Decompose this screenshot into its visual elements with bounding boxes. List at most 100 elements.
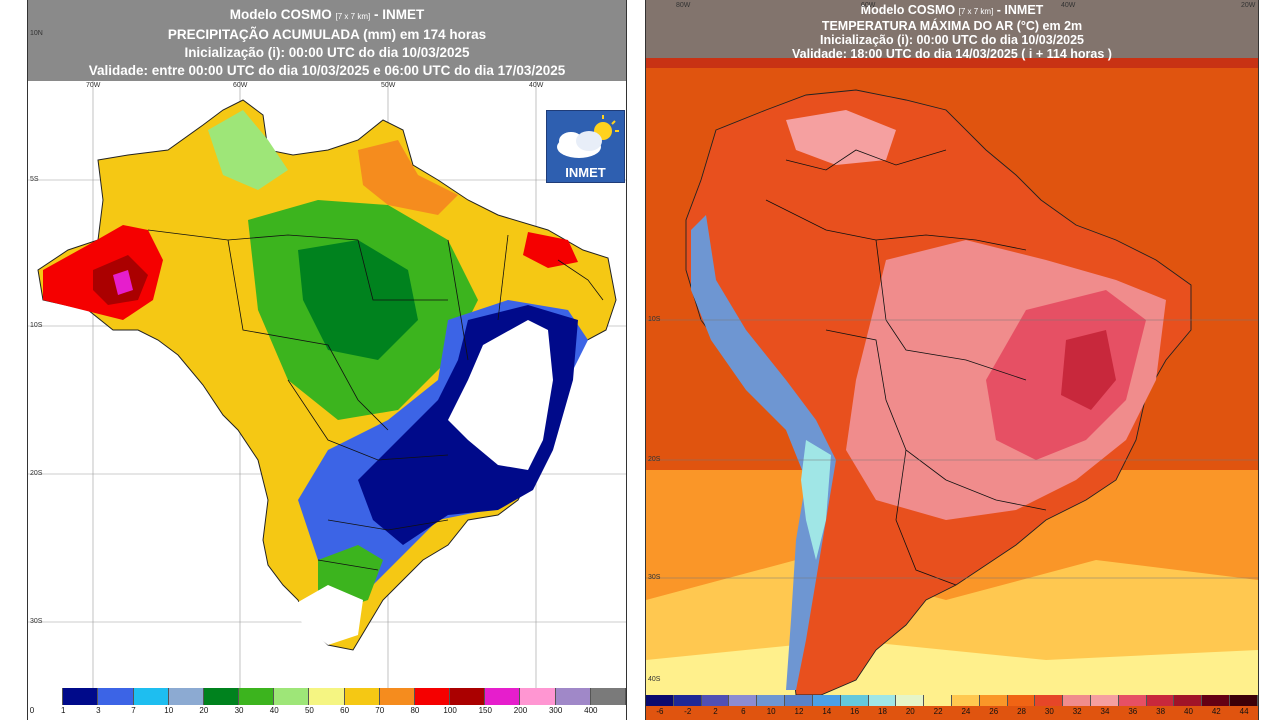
rain-white-east <box>448 320 553 470</box>
legend-label: 400 <box>584 706 598 715</box>
legend-swatch <box>414 688 451 705</box>
model-source: - INMET <box>373 7 425 22</box>
legend-label: 0 <box>29 706 35 715</box>
graticule <box>646 319 1258 579</box>
legend-swatch <box>812 695 841 706</box>
lat-label: 20S <box>30 470 43 477</box>
legend-swatch <box>896 695 925 706</box>
validity-text: Validade: 18:00 UTC do dia 14/03/2025 ( … <box>792 47 1112 61</box>
legend-swatch <box>28 688 64 705</box>
legend-label: 300 <box>548 706 563 715</box>
legend-swatch <box>344 688 380 705</box>
model-resolution: [7 x 7 km] <box>335 12 371 21</box>
legend-swatch <box>168 688 204 705</box>
temperature-legend-bar <box>646 695 1258 706</box>
legend-swatch <box>450 688 486 705</box>
legend-swatch <box>1035 695 1064 706</box>
state-borders <box>147 229 604 571</box>
model-resolution: [7 x 7 km] <box>958 7 994 16</box>
legend-label: 2 <box>713 707 718 716</box>
lon-label: 60W <box>233 82 248 89</box>
legend-swatch <box>239 688 275 705</box>
legend-swatch <box>701 695 730 706</box>
legend-label: 60 <box>340 706 350 715</box>
legend-label: 26 <box>989 707 999 716</box>
rain-white-south <box>293 585 363 645</box>
lon-label: 70W <box>86 82 101 89</box>
lat-label: 20S <box>648 456 661 463</box>
legend-swatch <box>274 688 310 705</box>
legend-swatch <box>203 688 240 705</box>
cloud-sun-icon <box>557 115 619 158</box>
legend-label: 30 <box>1044 707 1054 716</box>
legend-label: 7 <box>131 706 136 715</box>
legend-label: 40 <box>269 706 279 715</box>
legend-swatch <box>555 688 591 705</box>
temperature-map-header: Modelo COSMO [7 x 7 km] - INMET TEMPERAT… <box>646 0 1258 61</box>
legend-label: 24 <box>961 707 971 716</box>
lat-label: 5S <box>30 176 39 183</box>
lon-label: 50W <box>381 82 396 89</box>
legend-label: 22 <box>933 707 943 716</box>
lon-label: 60W <box>861 2 876 9</box>
rain-lightgreen-north <box>208 110 288 190</box>
legend-swatch <box>951 695 980 706</box>
rain-orange-north <box>358 140 458 215</box>
legend-swatch <box>840 695 869 706</box>
legend-label: 42 <box>1211 707 1221 716</box>
rain-red-northeast <box>523 232 578 268</box>
legend-label: 150 <box>478 706 492 715</box>
map-title: TEMPERATURA MÁXIMA DO AR (°C) em 2m <box>821 19 1083 33</box>
legend-label: 32 <box>1072 707 1082 716</box>
legend-swatch <box>673 695 702 706</box>
rain-magenta <box>113 270 133 295</box>
legend-label: 34 <box>1100 707 1110 716</box>
legend-swatch <box>924 695 952 706</box>
legend-label: 10 <box>766 707 776 716</box>
lat-label: 30S <box>648 574 661 581</box>
legend-label: 20 <box>199 706 209 715</box>
legend-swatch <box>1202 695 1231 706</box>
model-name: Modelo COSMO <box>860 3 956 17</box>
legend-label: 10 <box>164 706 174 715</box>
legend-label: 50 <box>304 706 314 715</box>
legend-label: 80 <box>410 706 420 715</box>
legend-label: 36 <box>1128 707 1138 716</box>
legend-swatch <box>590 688 626 705</box>
precipitation-legend-bar <box>28 688 626 705</box>
lon-label: 20W <box>1241 2 1256 9</box>
logo-text: INMET <box>565 165 606 180</box>
legend-label: 12 <box>794 707 804 716</box>
legend-label: 20 <box>905 707 915 716</box>
legend-swatch <box>1007 695 1036 706</box>
temperature-map-panel: Modelo COSMO [7 x 7 km] - INMET TEMPERAT… <box>645 0 1259 720</box>
lat-label: 10N <box>30 30 43 37</box>
legend-swatch <box>1174 695 1203 706</box>
legend-swatch <box>485 688 521 705</box>
precipitation-legend-labels: 0 1 3 7 10 20 30 40 50 60 70 80 100 150 200 300 400 <box>28 706 626 718</box>
temperature-legend-labels: -6 -2 2 6 10 12 14 16 18 20 22 24 26 28 30 32 34 36 38 40 42… <box>646 707 1258 719</box>
legend-label: 44 <box>1239 707 1249 716</box>
model-source: - INMET <box>996 3 1044 17</box>
legend-label: 18 <box>878 707 887 716</box>
legend-label: -2 <box>684 707 692 716</box>
legend-swatch <box>520 688 556 705</box>
andes-cyan-band <box>801 440 831 560</box>
interior-hot-darkred <box>1061 330 1116 410</box>
lat-label: 40S <box>648 676 661 683</box>
legend-label: 100 <box>443 706 457 715</box>
lat-label: 10S <box>648 316 661 323</box>
legend-label: 6 <box>741 707 746 716</box>
legend-swatch <box>379 688 415 705</box>
legend-swatch <box>1230 695 1258 706</box>
legend-swatch <box>98 688 134 705</box>
legend-swatch <box>757 695 786 706</box>
legend-label: 200 <box>513 706 528 715</box>
north-pink <box>786 110 896 165</box>
initialization-text: Inicialização (i): 00:00 UTC do dia 10/0… <box>184 45 470 60</box>
legend-label: 30 <box>234 706 244 715</box>
lon-label: 80W <box>676 2 691 9</box>
legend-swatch <box>133 688 169 705</box>
lon-label: 40W <box>1061 2 1076 9</box>
andes-blue-band <box>691 215 836 690</box>
